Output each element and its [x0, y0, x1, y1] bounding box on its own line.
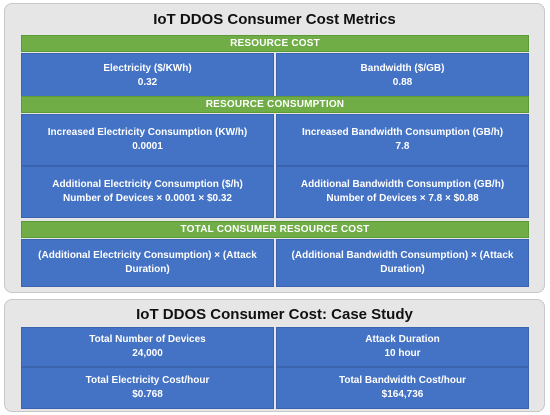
electricity-rate-value: 0.32: [137, 77, 158, 88]
increased-electricity-value: 0.0001: [132, 141, 163, 152]
additional-electricity-label: Additional Electricity Consumption ($/h): [52, 179, 243, 190]
cost-metrics-panel: IoT DDOS Consumer Cost Metrics RESOURCE …: [4, 3, 545, 293]
additional-electricity-cell: Additional Electricity Consumption ($/h)…: [21, 166, 274, 218]
total-electricity-formula-cell: (Additional Electricity Consumption) × (…: [21, 239, 274, 287]
total-cost-header: TOTAL CONSUMER RESOURCE COST: [21, 221, 529, 238]
total-bandwidth-formula: (Additional Bandwidth Consumption) × (At…: [291, 250, 514, 275]
electricity-cost-label: Total Electricity Cost/hour: [85, 375, 210, 386]
additional-bandwidth-label: Additional Bandwidth Consumption (GB/h): [300, 179, 505, 190]
bandwidth-cost-cell: Total Bandwidth Cost/hour $164,736: [276, 367, 529, 409]
case-study-panel: IoT DDOS Consumer Cost: Case Study Total…: [4, 299, 545, 412]
devices-label: Total Number of Devices: [89, 334, 206, 345]
duration-label: Attack Duration: [365, 334, 440, 345]
increased-electricity-label: Increased Electricity Consumption (KW/h): [47, 127, 248, 138]
case-study-title: IoT DDOS Consumer Cost: Case Study: [136, 306, 413, 323]
bandwidth-cost-value: $164,736: [381, 389, 424, 400]
increased-bandwidth-label: Increased Bandwidth Consumption (GB/h): [301, 127, 504, 138]
electricity-rate-cell: Electricity ($/KWh) 0.32: [21, 53, 274, 99]
total-electricity-formula: (Additional Electricity Consumption) × (…: [38, 250, 257, 275]
duration-cell: Attack Duration 10 hour: [276, 327, 529, 367]
additional-bandwidth-formula: Number of Devices × 7.8 × $0.88: [326, 193, 479, 204]
electricity-cost-value: $0.768: [132, 389, 163, 400]
increased-bandwidth-value: 7.8: [395, 141, 410, 152]
duration-value: 10 hour: [384, 348, 421, 359]
bandwidth-rate-cell: Bandwidth ($/GB) 0.88: [276, 53, 529, 99]
total-bandwidth-formula-cell: (Additional Bandwidth Consumption) × (At…: [276, 239, 529, 287]
resource-cost-header: RESOURCE COST: [21, 35, 529, 52]
resource-consumption-header: RESOURCE CONSUMPTION: [21, 96, 529, 113]
bandwidth-rate-label: Bandwidth ($/GB): [360, 63, 445, 74]
additional-electricity-formula: Number of Devices × 0.0001 × $0.32: [63, 193, 232, 204]
devices-cell: Total Number of Devices 24,000: [21, 327, 274, 367]
increased-bandwidth-cell: Increased Bandwidth Consumption (GB/h) 7…: [276, 114, 529, 166]
electricity-cost-cell: Total Electricity Cost/hour $0.768: [21, 367, 274, 409]
bandwidth-cost-label: Total Bandwidth Cost/hour: [338, 375, 467, 386]
cost-metrics-title: IoT DDOS Consumer Cost Metrics: [153, 11, 396, 28]
devices-value: 24,000: [132, 348, 163, 359]
additional-bandwidth-cell: Additional Bandwidth Consumption (GB/h) …: [276, 166, 529, 218]
electricity-rate-label: Electricity ($/KWh): [103, 63, 192, 74]
increased-electricity-cell: Increased Electricity Consumption (KW/h)…: [21, 114, 274, 166]
bandwidth-rate-value: 0.88: [392, 77, 413, 88]
